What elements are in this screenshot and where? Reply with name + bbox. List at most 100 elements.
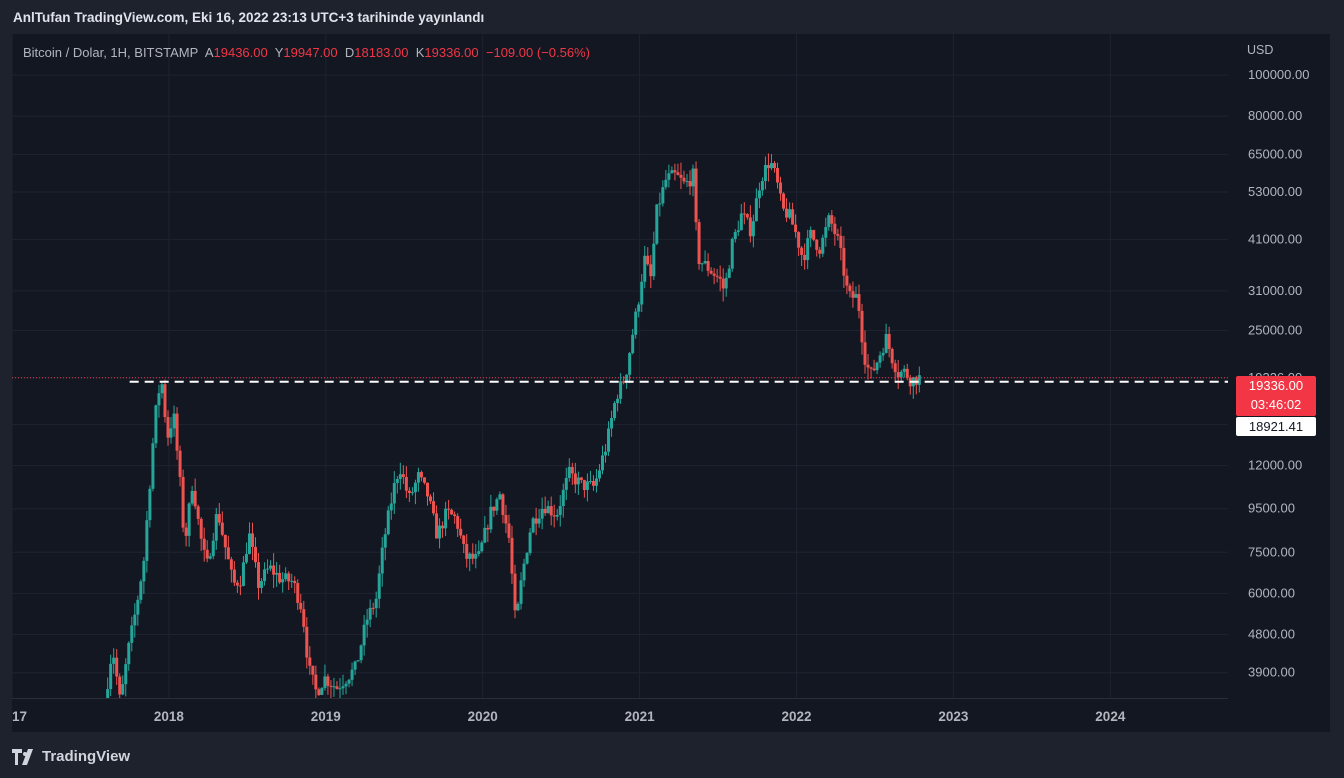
candle-down: [694, 168, 698, 223]
candle-down: [314, 674, 318, 690]
candle-down: [785, 208, 789, 218]
candle-up: [733, 231, 737, 239]
candle-up: [525, 552, 529, 564]
candle-down: [869, 367, 873, 369]
candle-down: [812, 229, 816, 240]
candle-up: [344, 683, 348, 687]
candle-down: [401, 474, 405, 478]
candle-down: [118, 676, 122, 695]
candle-up: [881, 352, 885, 356]
candle-up: [757, 190, 761, 199]
candle-down: [833, 223, 837, 235]
candle-down: [706, 261, 710, 271]
candle-up: [600, 455, 604, 471]
candle-up: [260, 581, 264, 588]
candle-down: [317, 689, 321, 695]
price-tick-label: 65000.00: [1248, 146, 1302, 161]
candle-down: [866, 364, 870, 368]
candlestick-chart[interactable]: 3900.00 4800.00 6000.00 7500.00 9500.00 12000…: [12, 34, 1330, 732]
symbol-legend[interactable]: Bitcoin / Dolar, 1H, BITSTAMP A19436.00 …: [23, 45, 590, 60]
candle-up: [558, 506, 562, 515]
price-tick-label: 80000.00: [1248, 108, 1302, 123]
candle-down: [872, 368, 876, 371]
candle-up: [269, 565, 273, 569]
candle-up: [561, 489, 565, 507]
candle-up: [410, 492, 414, 494]
bar-countdown: 03:46:02: [1250, 397, 1302, 412]
candle-up: [736, 230, 740, 232]
candle-down: [673, 170, 677, 173]
candle-up: [625, 374, 629, 383]
grid-lines: [12, 34, 1228, 698]
candle-up: [341, 686, 345, 689]
candle-down: [543, 508, 547, 514]
price-tick-label: 7500.00: [1248, 544, 1295, 559]
candle-up: [169, 428, 173, 438]
candle-down: [836, 234, 840, 236]
price-tick-label: 41000.00: [1248, 231, 1302, 246]
candle-down: [887, 333, 891, 349]
candle-down: [688, 181, 692, 187]
candle-up: [854, 294, 858, 298]
candle-up: [899, 371, 903, 378]
candle-down: [465, 543, 469, 559]
candle-down: [779, 182, 783, 194]
candle-up: [275, 572, 279, 575]
candle-down: [163, 384, 167, 418]
candle-up: [365, 619, 369, 625]
high-value: 19947.00: [283, 45, 338, 60]
candle-up: [121, 684, 125, 695]
price-tick-label: 53000.00: [1248, 184, 1302, 199]
candle-up: [284, 573, 288, 580]
candle-up: [531, 518, 535, 533]
candle-up: [263, 569, 267, 582]
candle-down: [766, 165, 770, 169]
candle-down: [721, 278, 725, 289]
candle-down: [676, 172, 680, 175]
candle-up: [474, 553, 478, 559]
candle-up: [139, 581, 143, 600]
candle-up: [157, 393, 161, 406]
open-value: 19436.00: [213, 45, 268, 60]
candle-up: [594, 478, 598, 486]
candle-down: [447, 508, 451, 510]
chart-panel[interactable]: 3900.00 4800.00 6000.00 7500.00 9500.00 12000…: [12, 34, 1330, 732]
candle-up: [389, 503, 393, 511]
candle-down: [748, 217, 752, 237]
candle-down: [166, 417, 170, 438]
price-tick-label: 25000.00: [1248, 322, 1302, 337]
candle-down: [818, 249, 822, 254]
close-value: 19336.00: [424, 45, 479, 60]
candle-down: [851, 291, 855, 298]
candle-up: [368, 607, 372, 620]
candle-down: [419, 472, 423, 478]
candle-down: [745, 214, 749, 218]
price-tick-label: 12000.00: [1248, 458, 1302, 473]
time-axis[interactable]: [12, 698, 1228, 733]
candle-down: [226, 547, 230, 560]
candle-up: [142, 560, 146, 582]
horizontal-line-group: [12, 377, 1228, 383]
candle-down: [196, 506, 200, 519]
candle-down: [646, 255, 650, 265]
candle-up: [247, 533, 251, 554]
candle-down: [797, 232, 801, 248]
tradingview-brand[interactable]: TradingView: [12, 748, 130, 765]
candle-up: [438, 525, 442, 539]
candle-up: [619, 381, 623, 399]
candle-down: [772, 163, 776, 169]
candle-down: [229, 559, 233, 570]
candle-up: [190, 490, 194, 504]
candle-up: [827, 215, 831, 228]
current-price-tag: 19336.00 03:46:02: [1236, 376, 1316, 416]
candle-down: [534, 518, 538, 524]
candle-up: [655, 204, 659, 244]
candle-up: [878, 355, 882, 363]
candle-up: [667, 173, 671, 180]
price-axis[interactable]: USD: [1228, 34, 1330, 698]
candle-down: [220, 522, 224, 535]
candle-up: [631, 334, 635, 354]
candle-down: [582, 480, 586, 491]
candle-up: [386, 510, 390, 535]
candle-down: [223, 534, 227, 548]
